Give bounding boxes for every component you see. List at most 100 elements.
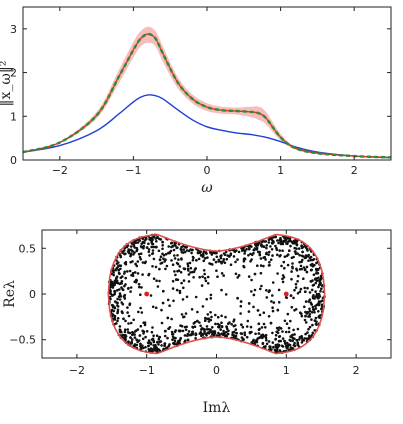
eigenvalue-point [229, 263, 233, 267]
eigenvalue-point [164, 252, 168, 256]
eigenvalue-point [290, 277, 293, 281]
x-tick-label: −2 [52, 164, 68, 177]
eigenvalue-point [317, 285, 320, 289]
eigenvalue-point [135, 329, 138, 332]
eigenvalue-point [289, 339, 292, 342]
eigenvalue-point [137, 282, 141, 286]
eigenvalue-point [147, 341, 151, 345]
x-tick-label: −1 [125, 164, 141, 177]
eigenvalue-point [262, 322, 266, 326]
eigenvalue-point [258, 327, 261, 331]
eigenvalue-point [201, 275, 204, 279]
eigenvalue-point [148, 349, 152, 352]
eigenvalue-point [207, 320, 211, 323]
eigenvalue-point [123, 284, 126, 288]
eigenvalue-point [186, 264, 190, 268]
eigenvalue-point [276, 272, 279, 275]
eigenvalue-point [224, 293, 228, 296]
eigenvalue-point [131, 271, 135, 275]
eigenvalue-point [144, 260, 147, 264]
eigenvalue-point [317, 292, 321, 296]
bottom-axes-frame [41, 229, 392, 359]
eigenvalue-point [171, 332, 175, 336]
eigenvalue-point [207, 328, 211, 331]
eigenvalue-point [275, 246, 278, 250]
eigenvalue-point [202, 259, 206, 263]
eigenvalue-point [158, 258, 162, 261]
eigenvalue-point [162, 289, 165, 293]
eigenvalue-point [113, 317, 117, 321]
eigenvalue-point [288, 237, 292, 240]
eigenvalue-point [281, 249, 284, 252]
eigenvalue-point [275, 326, 279, 330]
eigenvalue-point [144, 345, 147, 349]
eigenvalue-point [269, 258, 273, 262]
eigenvalue-point [186, 262, 190, 266]
eigenvalue-point [139, 342, 142, 346]
eigenvalue-point [281, 274, 285, 277]
top-y-axis-label: ‖x_ω‖² [0, 61, 14, 107]
eigenvalue-point [167, 327, 170, 331]
eigenvalue-point [141, 240, 145, 244]
eigenvalue-point [296, 274, 300, 278]
eigenvalue-point [300, 246, 304, 250]
y-tick-label: 2 [10, 67, 17, 80]
eigenvalue-point [281, 242, 285, 246]
eigenvalue-point [306, 331, 309, 334]
eigenvalue-point [299, 264, 303, 268]
eigenvalue-point [240, 323, 243, 327]
eigenvalue-point [307, 327, 310, 331]
eigenvalue-point [262, 264, 265, 268]
eigenvalue-point [314, 278, 317, 281]
eigenvalue-point [216, 315, 220, 319]
eigenvalue-point [253, 288, 257, 292]
eigenvalue-point [164, 267, 167, 271]
eigenvalue-point [307, 253, 311, 257]
eigenvalue-point [196, 310, 199, 314]
eigenvalue-point [191, 326, 195, 329]
eigenvalue-point [135, 278, 138, 282]
x-tick-label: −1 [139, 364, 155, 377]
eigenvalue-point [264, 326, 267, 329]
eigenvalue-point [269, 245, 272, 248]
eigenvalue-point [131, 331, 134, 334]
eigenvalue-point [170, 245, 173, 249]
eigenvalue-point [190, 308, 194, 311]
eigenvalue-point [192, 322, 196, 325]
eigenvalue-point [110, 303, 114, 307]
eigenvalue-point [210, 315, 213, 319]
eigenvalue-point [311, 305, 315, 309]
eigenvalue-point [198, 332, 202, 335]
eigenvalue-point [319, 281, 322, 285]
eigenvalue-point [271, 306, 274, 310]
eigenvalue-point [259, 257, 263, 260]
eigenvalue-point [222, 329, 225, 333]
eigenvalue-point [298, 268, 302, 271]
eigenvalue-point [310, 264, 314, 267]
eigenvalue-point [282, 260, 286, 264]
eigenvalue-point [179, 271, 183, 274]
eigenvalue-point [243, 257, 246, 260]
eigenvalue-point [209, 293, 213, 297]
eigenvalue-point [296, 327, 300, 331]
eigenvalue-point [203, 277, 207, 280]
eigenvalue-point [294, 286, 298, 289]
eigenvalue-point [320, 287, 323, 291]
eigenvalue-point [203, 257, 207, 260]
eigenvalue-point [311, 331, 315, 335]
eigenvalue-point [177, 340, 181, 344]
eigenvalue-point [109, 292, 113, 296]
eigenvalue-point [219, 260, 223, 264]
eigenvalue-point [271, 281, 275, 284]
eigenvalue-point [175, 288, 179, 292]
eigenvalue-point [276, 239, 279, 242]
eigenvalue-point [304, 290, 307, 294]
eigenvalue-point [293, 341, 296, 345]
eigenvalue-point [136, 241, 140, 244]
eigenvalue-point [174, 273, 177, 277]
eigenvalue-point [309, 335, 312, 339]
eigenvalue-point [188, 333, 192, 337]
eigenvalue-point [306, 286, 309, 290]
eigenvalue-point [292, 255, 295, 259]
eigenvalue-point [142, 346, 145, 350]
